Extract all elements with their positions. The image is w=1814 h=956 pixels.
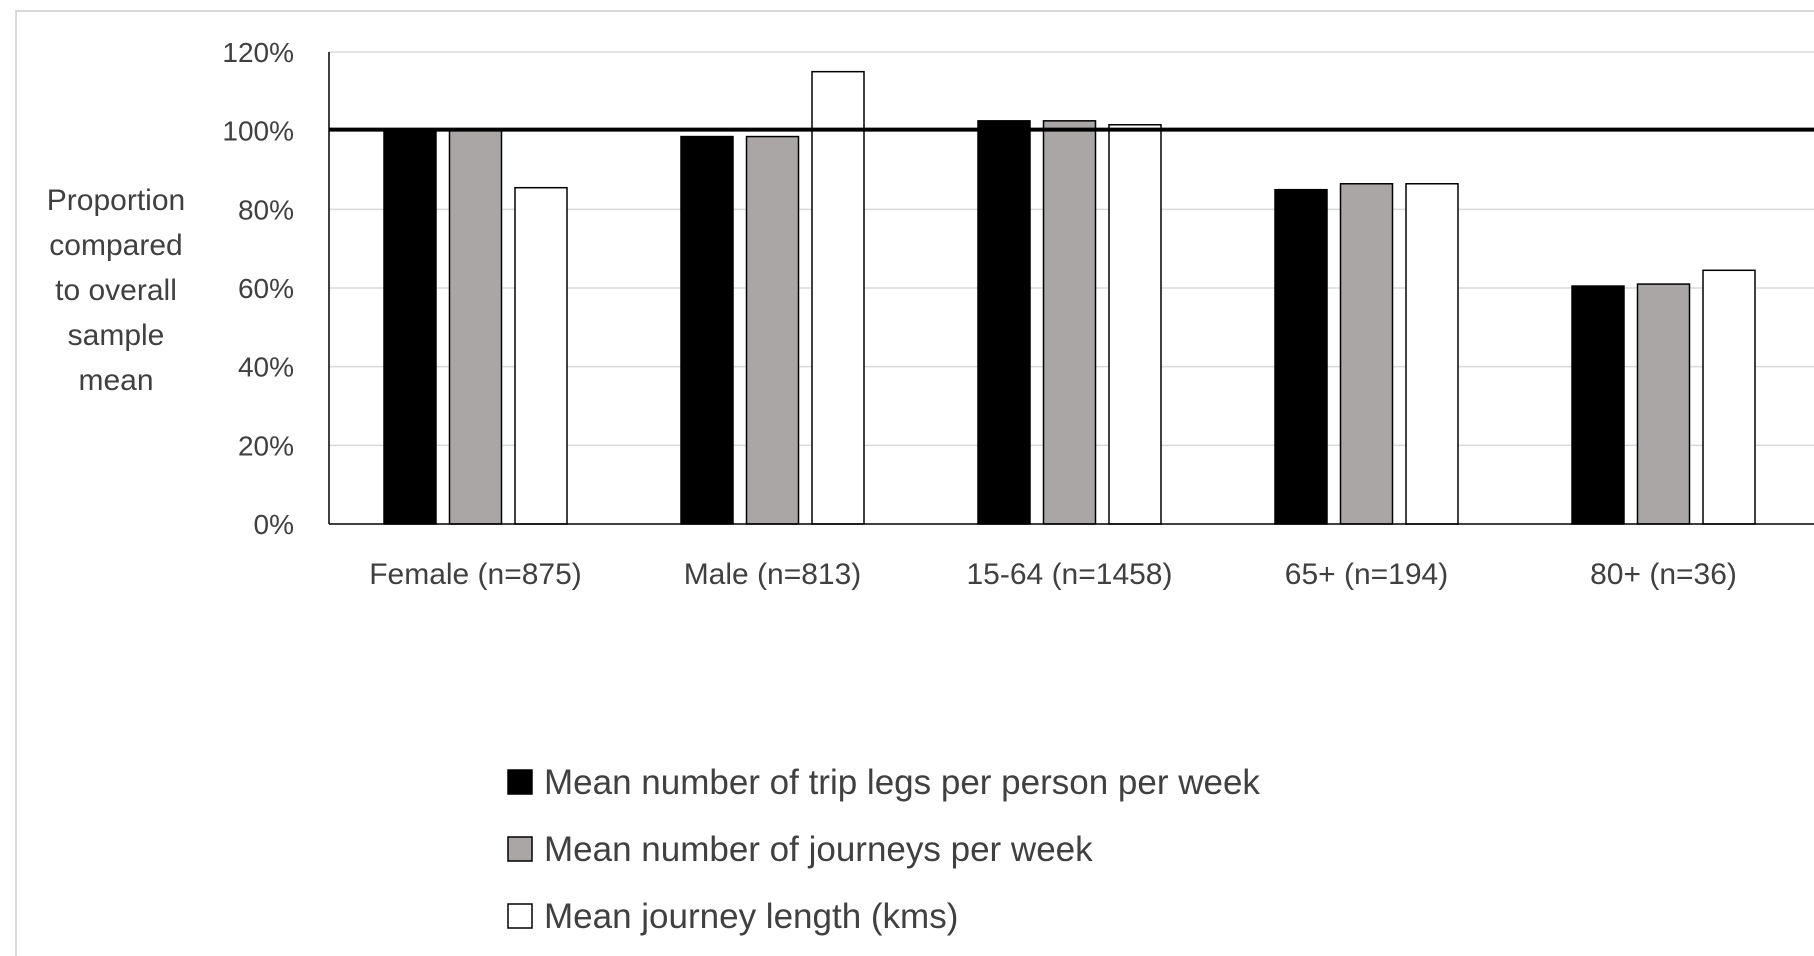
bar bbox=[1274, 188, 1328, 525]
bar bbox=[1405, 183, 1459, 525]
bar bbox=[811, 70, 865, 525]
bar bbox=[448, 129, 503, 525]
y-tick-label: 0% bbox=[254, 509, 294, 540]
bar bbox=[1702, 269, 1756, 525]
x-tick-labels: Female (n=875) Male (n=813) 15-64 (n=1458)… bbox=[369, 558, 1737, 591]
x-tick-label: 80+ (n=36) bbox=[1590, 558, 1737, 591]
legend: Mean number of trip legs per person per … bbox=[507, 763, 1260, 936]
x-tick-label: Male (n=813) bbox=[684, 558, 862, 591]
legend-label: Mean journey length (kms) bbox=[544, 897, 958, 936]
y-axis-label-line: mean bbox=[78, 364, 153, 397]
y-axis-label-line: Proportion bbox=[47, 184, 185, 217]
bar bbox=[1108, 124, 1162, 525]
bar bbox=[977, 120, 1031, 525]
bar bbox=[745, 135, 800, 525]
y-axis-label-line: compared bbox=[49, 229, 182, 262]
y-tick-label: 80% bbox=[238, 194, 294, 225]
y-tick-label: 60% bbox=[238, 273, 294, 304]
y-tick-label: 100% bbox=[222, 116, 294, 147]
legend-label: Mean number of trip legs per person per … bbox=[544, 763, 1260, 802]
bar bbox=[1571, 285, 1625, 525]
bar bbox=[1042, 120, 1097, 525]
y-axis-label-line: sample bbox=[68, 319, 165, 352]
y-tick-label: 120% bbox=[222, 37, 294, 68]
x-tick-label: 15-64 (n=1458) bbox=[967, 558, 1173, 591]
bar bbox=[514, 186, 568, 525]
y-tick-labels: 0% 20% 40% 60% 80% 100% 120% bbox=[222, 37, 294, 540]
legend-swatch bbox=[507, 769, 533, 795]
bar bbox=[1636, 283, 1691, 525]
bar bbox=[383, 129, 437, 525]
y-tick-label: 20% bbox=[238, 430, 294, 461]
bar bbox=[1339, 183, 1394, 525]
y-axis-label: Proportion compared to overall sample mean bbox=[47, 184, 185, 397]
chart-frame bbox=[15, 10, 1814, 956]
legend-swatch bbox=[507, 903, 533, 929]
y-axis-label-line: to overall bbox=[55, 274, 177, 307]
legend-swatch bbox=[507, 836, 533, 862]
legend-label: Mean number of journeys per week bbox=[544, 830, 1093, 869]
axes bbox=[328, 52, 1814, 525]
y-tick-label: 40% bbox=[238, 352, 294, 383]
x-tick-label: 65+ (n=194) bbox=[1285, 558, 1448, 591]
x-tick-label: Female (n=875) bbox=[369, 558, 582, 591]
bars bbox=[383, 70, 1756, 525]
bar bbox=[680, 135, 734, 525]
